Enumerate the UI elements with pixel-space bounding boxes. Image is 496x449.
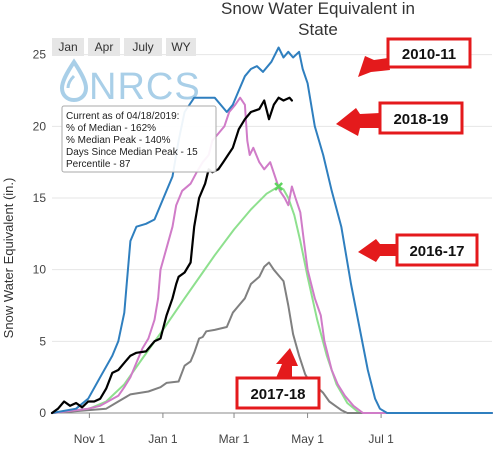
series-markers xyxy=(274,182,284,191)
range-button-label: July xyxy=(132,40,153,54)
range-button-july[interactable]: July xyxy=(124,38,162,56)
range-button-wy[interactable]: WY xyxy=(166,38,196,56)
info-line: Percentile - 87 xyxy=(66,159,131,170)
callout-2017-18: 2017-18 xyxy=(235,348,321,410)
x-tick-label: Mar 1 xyxy=(219,432,250,446)
callout-arrow xyxy=(358,56,390,77)
callout-label: 2010-11 xyxy=(402,46,456,63)
x-tick-labels: Nov 1 Jan 1 Mar 1 May 1 Jul 1 xyxy=(74,413,394,446)
y-tick-label: 20 xyxy=(33,119,47,133)
logo-text: NRCS xyxy=(89,66,201,108)
y-tick-labels: 0 5 10 15 20 25 xyxy=(33,48,47,420)
y-tick-label: 0 xyxy=(39,406,46,420)
info-line: Current as of 04/18/2019: xyxy=(66,111,179,122)
callout-arrow xyxy=(276,348,298,378)
y-axis-label: Snow Water Equivalent (in.) xyxy=(1,178,16,339)
water-drop-icon xyxy=(59,58,89,103)
callout-arrow xyxy=(358,239,397,262)
info-line: % of Median - 162% xyxy=(66,123,156,134)
callout-label: 2017-18 xyxy=(250,386,305,403)
range-button-jan[interactable]: Jan xyxy=(52,38,84,56)
range-button-label: Apr xyxy=(95,40,114,54)
y-tick-label: 5 xyxy=(39,334,46,348)
range-button-label: WY xyxy=(171,40,190,54)
x-tick-label: Jan 1 xyxy=(148,432,178,446)
y-tick-label: 25 xyxy=(33,48,47,62)
series-line-2016-17 xyxy=(51,96,493,414)
x-tick-label: May 1 xyxy=(291,432,324,446)
callout-label: 2018-19 xyxy=(393,111,448,128)
callout-2016-17: 2016-17 xyxy=(358,233,479,267)
x-tick-label: Jul 1 xyxy=(368,432,394,446)
callout-label: 2016-17 xyxy=(409,243,464,260)
callout-2010-11: 2010-11 xyxy=(358,37,472,77)
series-line-2010-11 xyxy=(51,46,493,414)
range-button-apr[interactable]: Apr xyxy=(88,38,120,56)
y-tick-label: 15 xyxy=(33,191,47,205)
chart-subtitle: State xyxy=(298,20,338,39)
range-button-label: Jan xyxy=(58,40,77,54)
info-box: Current as of 04/18/2019: % of Median - … xyxy=(61,105,217,173)
info-line: Days Since Median Peak - 15 xyxy=(66,147,198,158)
info-line: % Median Peak - 140% xyxy=(66,135,171,146)
callout-arrow xyxy=(336,108,380,136)
x-tick-label: Nov 1 xyxy=(74,432,106,446)
chart-title: Snow Water Equivalent in xyxy=(221,0,415,18)
y-tick-label: 10 xyxy=(33,263,47,277)
callout-2018-19: 2018-19 xyxy=(336,101,464,136)
nrcs-logo: NRCS xyxy=(59,58,201,108)
series-line-2018-19 xyxy=(50,96,293,415)
median-peak-marker xyxy=(274,182,284,191)
